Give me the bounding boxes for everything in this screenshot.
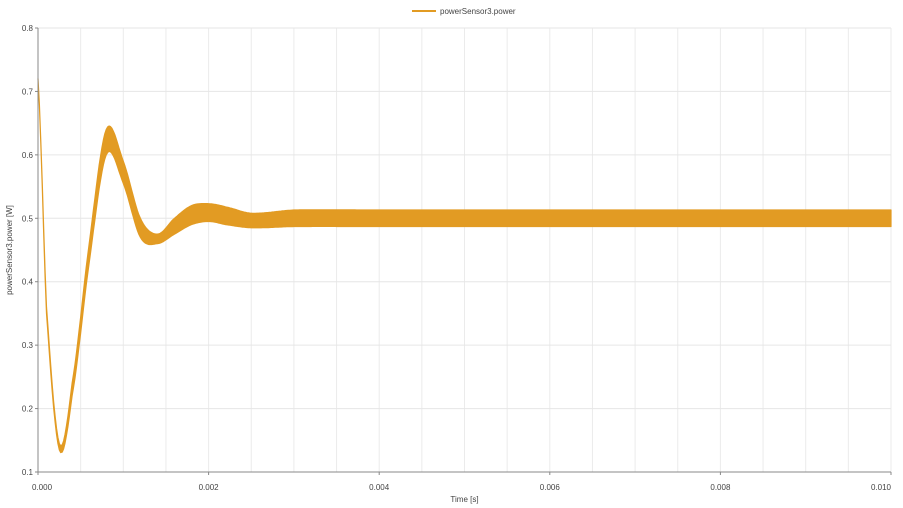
x-tick-label: 0.000 [32,483,53,492]
y-tick-label: 0.8 [22,24,34,33]
legend-label: powerSensor3.power [440,7,516,16]
y-tick-label: 0.5 [22,214,34,223]
tick-labels: 0.000 0.002 0.004 0.006 0.008 0.010 0.1 0.2 0.3 0… [22,24,892,492]
series-layer [37,78,892,454]
x-tick-label: 0.006 [540,483,561,492]
y-tick-label: 0.4 [22,278,34,287]
y-axis-title: powerSensor3.power [W] [5,205,14,295]
x-tick-label: 0.008 [710,483,731,492]
x-tick-label: 0.010 [871,483,892,492]
x-tick-label: 0.002 [199,483,220,492]
y-tick-label: 0.6 [22,151,34,160]
grid [37,27,892,473]
y-tick-label: 0.1 [22,468,34,477]
y-tick-label: 0.7 [22,87,34,96]
y-tick-label: 0.2 [22,405,34,414]
y-tick-label: 0.3 [22,341,34,350]
axes [35,27,892,475]
x-tick-label: 0.004 [369,483,390,492]
legend[interactable]: powerSensor3.power [412,7,516,16]
series-band [37,78,892,454]
x-axis-title: Time [s] [450,495,478,504]
